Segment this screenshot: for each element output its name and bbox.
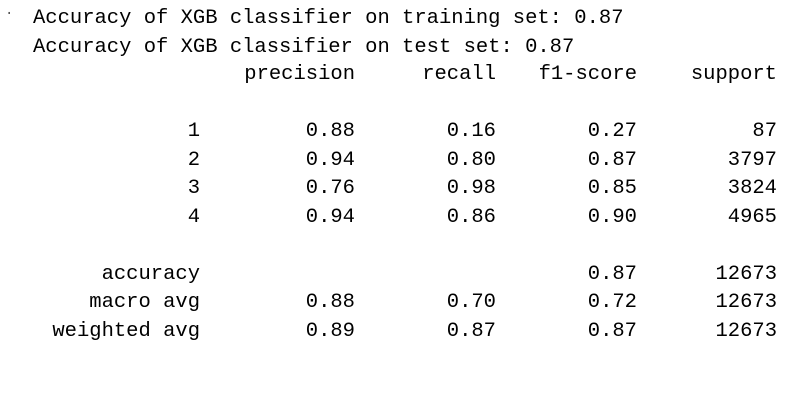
row-recall: 0.70 — [446, 291, 496, 314]
row-recall: 0.16 — [446, 120, 496, 143]
row-precision: 0.94 — [305, 205, 355, 229]
class-row: 2 0.94 0.80 0.87 3797 — [0, 148, 808, 177]
row-f1: 0.72 — [587, 291, 637, 314]
test-accuracy-line: Accuracy of XGB classifier on test set: … — [33, 36, 575, 59]
header-precision: precision — [244, 63, 355, 86]
class-row: 1 0.88 0.16 0.27 87 — [0, 119, 808, 148]
row-recall: 0.80 — [446, 148, 496, 172]
summary-row: macro avg 0.88 0.70 0.72 12673 — [0, 290, 808, 319]
row-f1: 0.87 — [587, 319, 637, 343]
row-label: macro avg — [89, 291, 200, 314]
row-f1: 0.85 — [587, 177, 637, 200]
row-support: 12673 — [715, 291, 777, 314]
row-precision: 0.94 — [305, 148, 355, 172]
train-accuracy-line: Accuracy of XGB classifier on training s… — [33, 7, 624, 30]
row-label: 2 — [187, 148, 200, 172]
row-f1: 0.90 — [587, 205, 637, 229]
row-label: accuracy — [101, 262, 200, 286]
header-f1-score: f1-score — [538, 63, 637, 86]
row-recall: 0.87 — [446, 319, 496, 343]
report-spacer — [0, 233, 808, 262]
row-label: 4 — [187, 205, 200, 229]
row-recall: 0.86 — [446, 205, 496, 229]
row-precision: 0.88 — [305, 120, 355, 143]
output-marker: · — [5, 6, 14, 22]
row-f1: 0.87 — [587, 148, 637, 172]
row-label: 1 — [187, 120, 200, 143]
report-header-row: precision recall f1-score support — [0, 62, 808, 91]
row-support: 3797 — [727, 148, 777, 172]
row-support: 4965 — [727, 205, 777, 229]
classification-report: precision recall f1-score support 1 0.88… — [0, 62, 808, 347]
row-support: 87 — [752, 120, 777, 143]
row-support: 3824 — [727, 177, 777, 200]
row-recall: 0.98 — [446, 177, 496, 200]
row-precision: 0.89 — [305, 319, 355, 343]
summary-row: weighted avg 0.89 0.87 0.87 12673 — [0, 319, 808, 348]
summary-row: accuracy 0.87 12673 — [0, 262, 808, 291]
class-row: 4 0.94 0.86 0.90 4965 — [0, 205, 808, 234]
row-precision: 0.88 — [305, 291, 355, 314]
row-precision: 0.76 — [305, 177, 355, 200]
class-row: 3 0.76 0.98 0.85 3824 — [0, 176, 808, 205]
report-spacer — [0, 91, 808, 120]
row-label: 3 — [187, 177, 200, 200]
header-support: support — [690, 63, 777, 86]
row-label: weighted avg — [52, 319, 200, 343]
header-recall: recall — [422, 63, 496, 86]
row-support: 12673 — [715, 262, 777, 286]
row-f1: 0.87 — [587, 262, 637, 286]
row-f1: 0.27 — [587, 120, 637, 143]
row-support: 12673 — [715, 319, 777, 343]
